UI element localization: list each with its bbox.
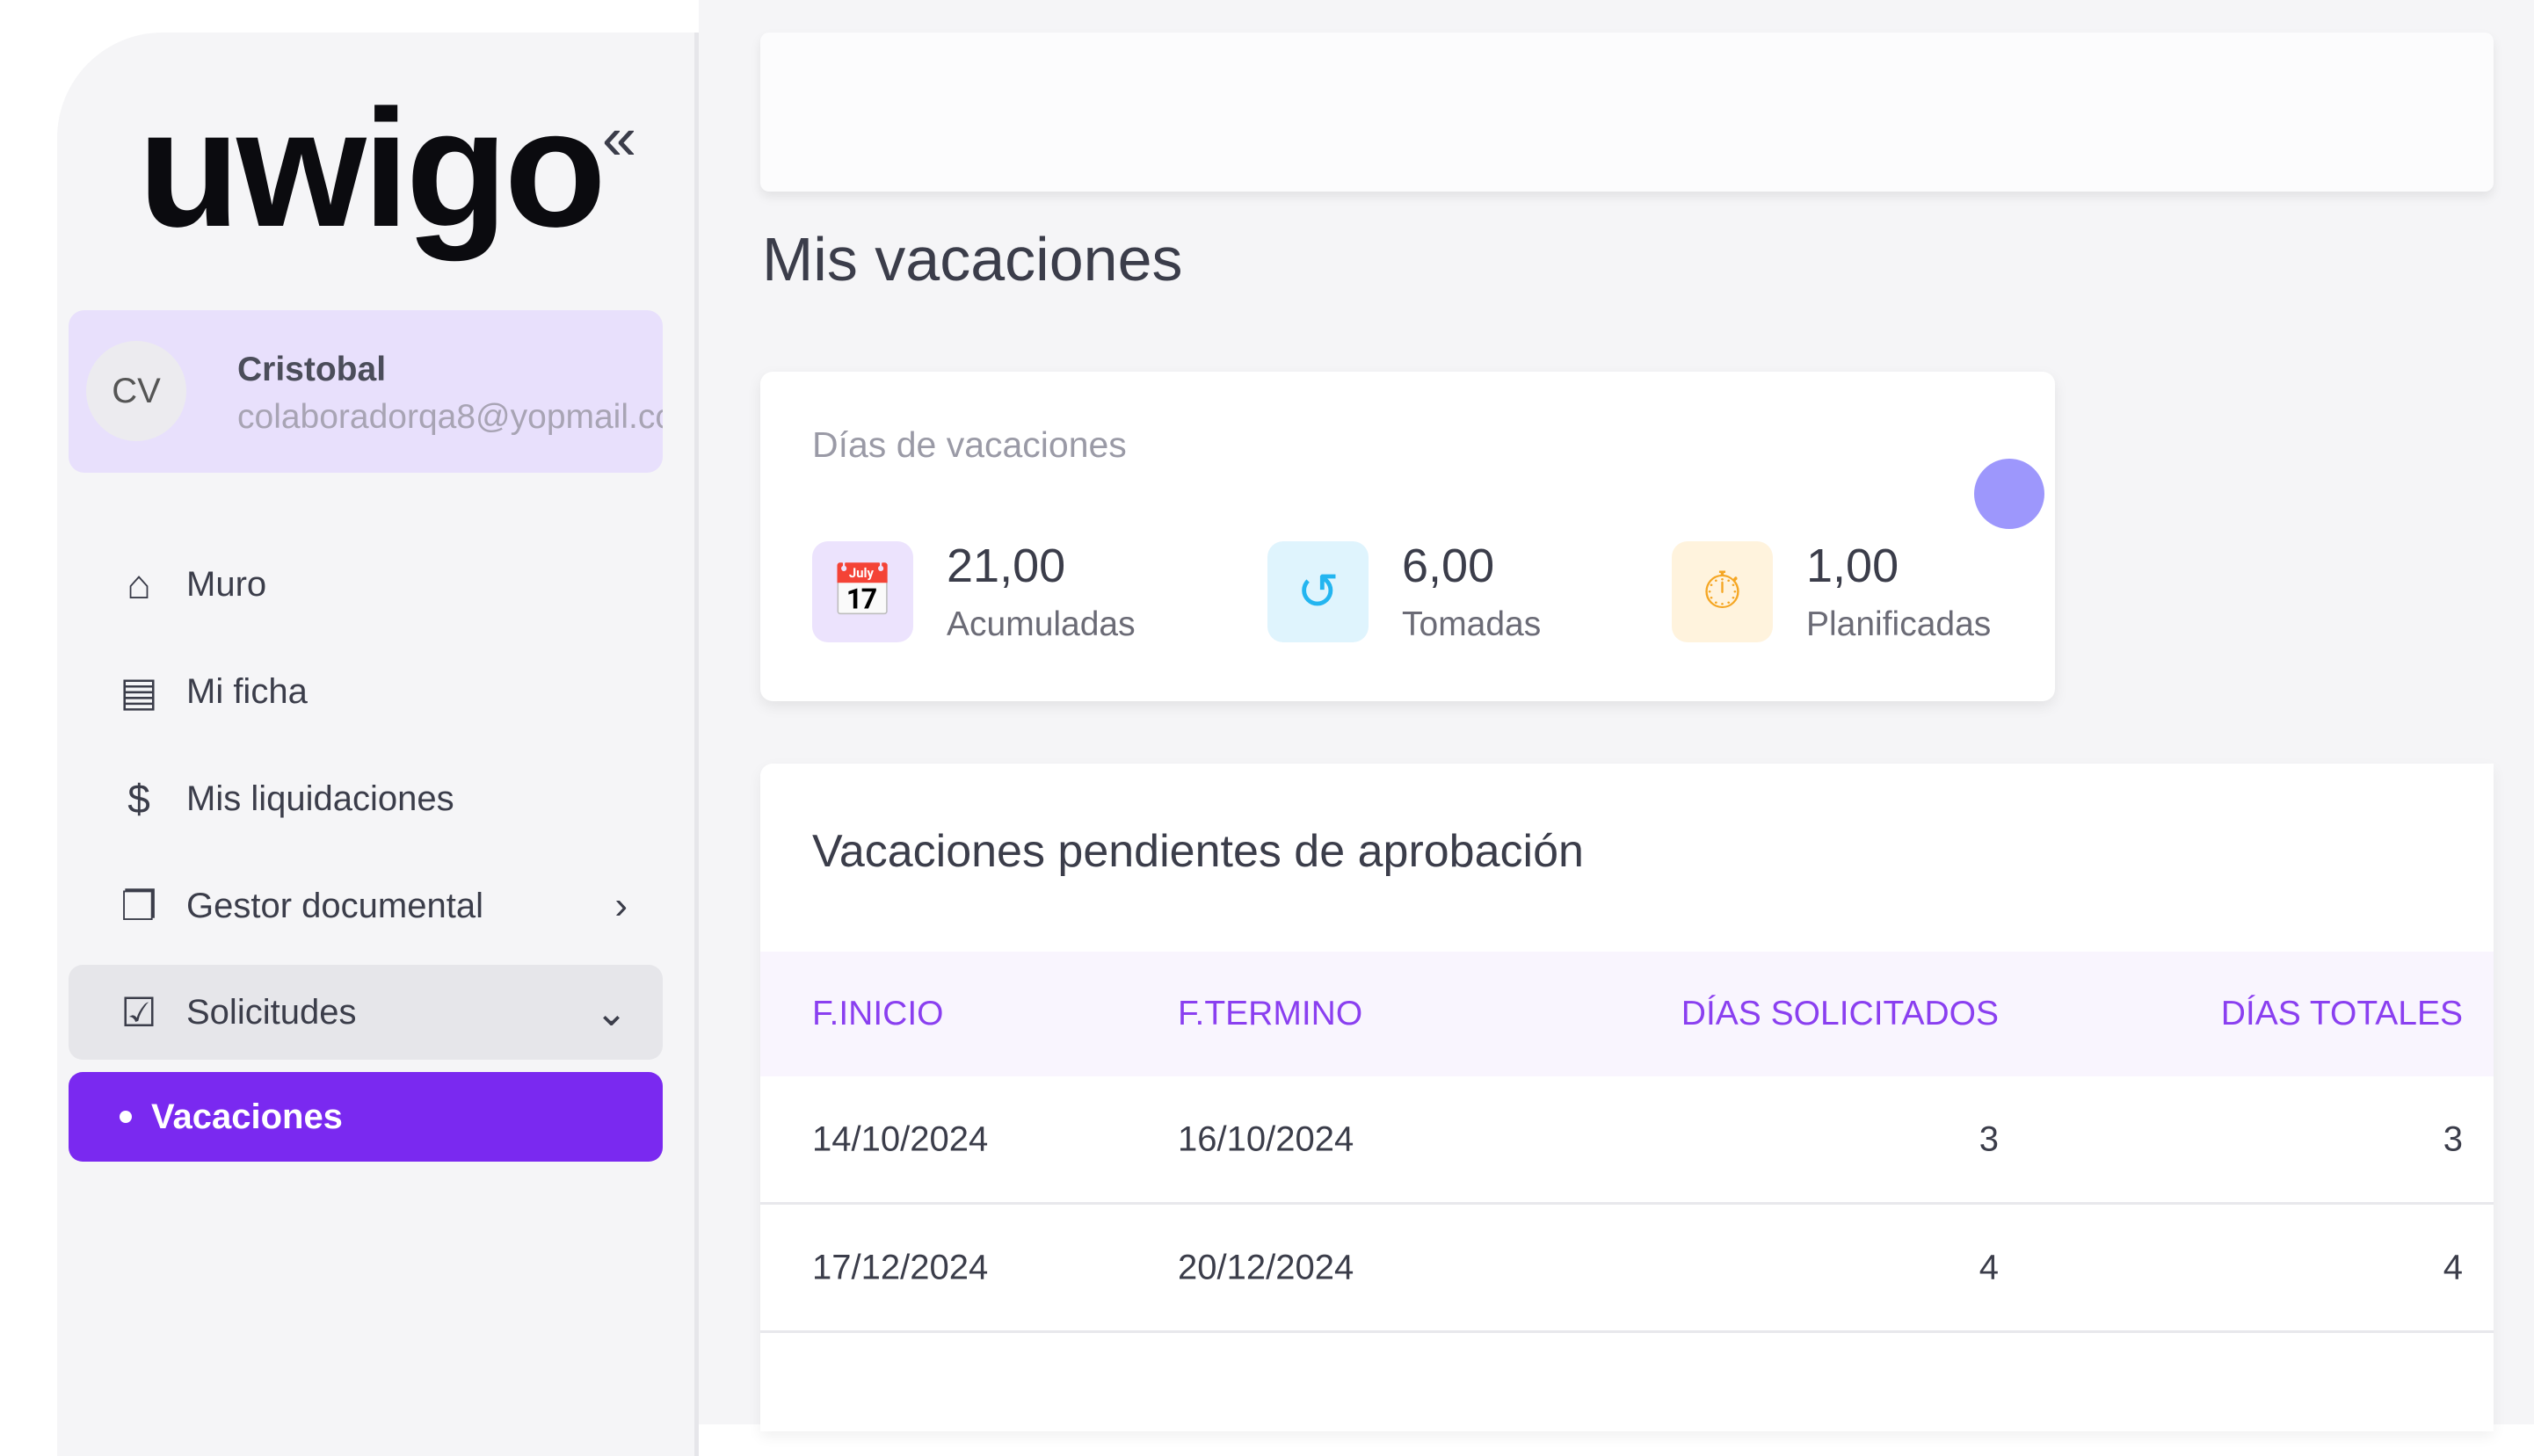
cell-total: 4: [2443, 1248, 2463, 1286]
table-header-row: F.INICIO F.TERMINO DÍAS SOLICITADOS DÍAS…: [760, 952, 2494, 1076]
cell-start: 17/12/2024: [812, 1248, 989, 1286]
id-card-icon: ▤: [120, 669, 158, 714]
column-header[interactable]: F.TERMINO: [1178, 995, 1363, 1032]
bullet-icon: [120, 1111, 132, 1123]
page-title: Mis vacaciones: [762, 225, 1183, 293]
sidebar-item-label: Solicitudes: [186, 992, 357, 1032]
sidebar-item-label: Mi ficha: [186, 671, 308, 711]
sidebar-item-mi-ficha[interactable]: ▤ Mi ficha: [69, 644, 663, 739]
sidebar-item-gestor-documental[interactable]: ❐ Gestor documental ›: [69, 858, 663, 953]
cell-end: 20/12/2024: [1178, 1248, 1354, 1286]
stats-heading: Días de vacaciones: [812, 424, 1127, 465]
column-header[interactable]: F.INICIO: [812, 995, 944, 1032]
column-header[interactable]: DÍAS TOTALES: [2220, 995, 2463, 1032]
cell-requested: 3: [1979, 1119, 1999, 1158]
user-card[interactable]: CV Cristobal colaboradorqa8@yopmail.com: [69, 310, 663, 473]
cell-start: 14/10/2024: [812, 1119, 989, 1158]
stat-planificadas: ⏱ 1,00 Planificadas: [1672, 539, 1991, 644]
user-name: Cristobal: [237, 351, 387, 388]
stat-acumuladas: 📅 21,00 Acumuladas: [812, 539, 1136, 644]
cell-total: 3: [2443, 1119, 2463, 1158]
folder-icon: ❐: [120, 883, 157, 929]
vacation-stats-card: Días de vacaciones 📅 21,00 Acumuladas ↺ 6…: [760, 372, 2055, 701]
stat-label: Planificadas: [1806, 605, 1992, 643]
uwigo-logo: uwigo: [138, 76, 606, 262]
table-row[interactable]: 14/10/2024 16/10/2024 3 3: [760, 1076, 2494, 1205]
sidebar-item-vacaciones[interactable]: Vacaciones: [69, 1072, 663, 1162]
stat-value: 21,00: [947, 540, 1066, 592]
sidebar-item-label: Muro: [186, 564, 267, 604]
pending-vacations-table: Vacaciones pendientes de aprobación F.IN…: [760, 764, 2494, 1431]
sidebar-item-mis-liquidaciones[interactable]: $ Mis liquidaciones: [69, 751, 663, 846]
chevron-down-icon: ⌄: [595, 990, 628, 1034]
history-icon: ↺: [1267, 540, 1369, 642]
cursor-indicator: [1974, 459, 2044, 529]
user-email: colaboradorqa8@yopmail.com: [237, 398, 663, 436]
stopwatch-icon: ⏱: [1672, 540, 1773, 642]
collapse-sidebar-icon[interactable]: «: [602, 104, 636, 172]
sidebar-item-label: Mis liquidaciones: [186, 779, 454, 818]
request-icon: ☑: [120, 989, 157, 1035]
sidebar-item-label: Vacaciones: [151, 1097, 343, 1136]
chevron-right-icon: ›: [614, 884, 628, 927]
table-heading: Vacaciones pendientes de aprobación: [812, 826, 1584, 877]
column-header[interactable]: DÍAS SOLICITADOS: [1681, 995, 1999, 1032]
sidebar-item-solicitudes[interactable]: ☑ Solicitudes ⌄: [69, 965, 663, 1060]
sidebar-item-muro[interactable]: ⌂ Muro: [69, 537, 663, 632]
top-bar: [760, 33, 2494, 192]
sidebar-item-label: Gestor documental: [186, 886, 483, 925]
stat-label: Tomadas: [1402, 605, 1542, 643]
cell-requested: 4: [1979, 1248, 1999, 1286]
stat-value: 6,00: [1402, 540, 1495, 592]
stat-value: 1,00: [1806, 540, 1899, 592]
sidebar: uwigo « CV Cristobal colaboradorqa8@yopm…: [57, 33, 699, 1456]
payslip-icon: $: [127, 776, 150, 822]
main-content: Mis vacaciones Días de vacaciones 📅 21,0…: [699, 0, 2534, 1431]
home-icon: ⌂: [127, 561, 151, 607]
cell-end: 16/10/2024: [1178, 1119, 1354, 1158]
stat-tomadas: ↺ 6,00 Tomadas: [1267, 539, 1541, 644]
table-row[interactable]: 17/12/2024 20/12/2024 4 4: [760, 1205, 2494, 1333]
avatar: CV: [86, 341, 186, 441]
calendar-clock-icon: 📅: [812, 540, 913, 642]
stat-label: Acumuladas: [947, 605, 1136, 643]
